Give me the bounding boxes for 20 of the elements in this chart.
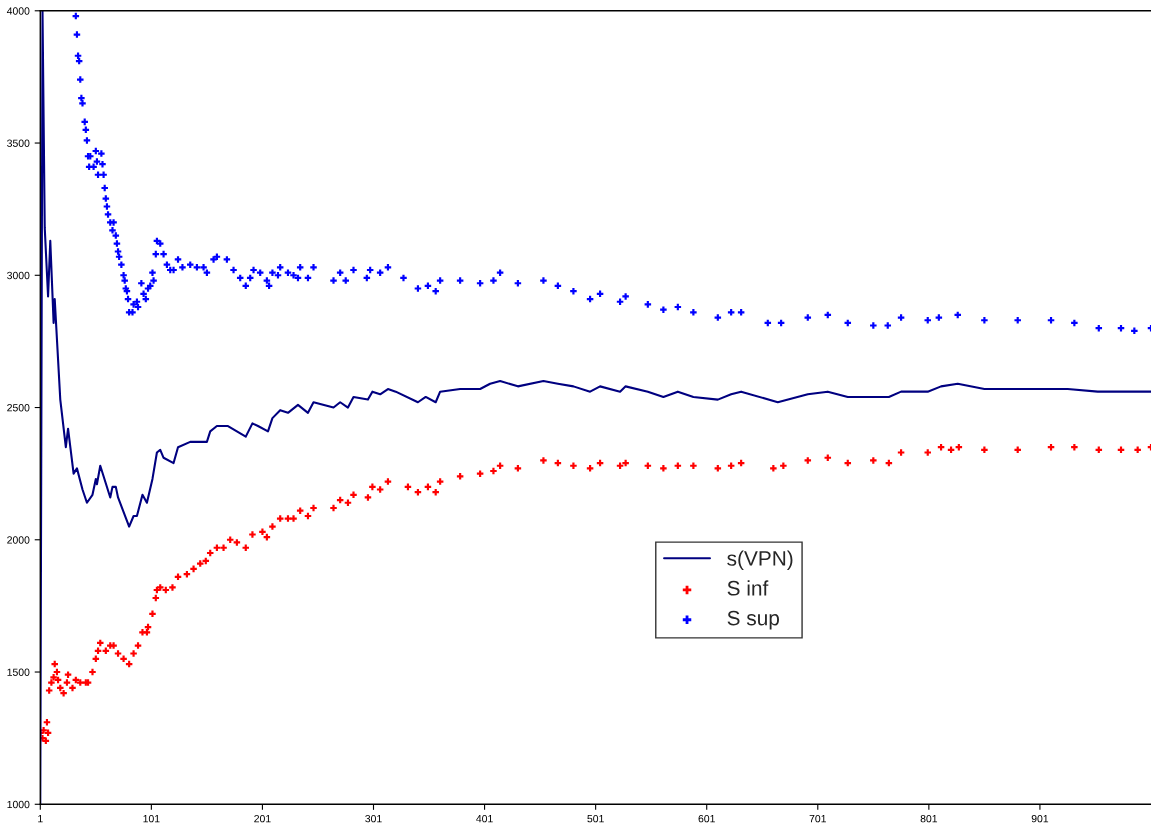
legend-label: S inf <box>727 580 769 596</box>
x-tick-label: 501 <box>587 814 604 823</box>
x-tick-label: 201 <box>254 814 271 823</box>
x-tick-label: 801 <box>920 814 938 823</box>
x-tick-label: 401 <box>476 814 493 823</box>
y-tick-label: 4000 <box>6 7 30 15</box>
x-tick-label: 101 <box>143 814 160 823</box>
y-tick-label: 1500 <box>7 668 30 676</box>
y-tick-label: 3000 <box>7 271 30 280</box>
x-tick-label: 301 <box>365 814 382 823</box>
y-tick-label: 1000 <box>7 800 30 809</box>
y-tick-label: 2000 <box>7 536 30 544</box>
x-tick-label: 701 <box>809 814 826 823</box>
x-tick-label: 601 <box>698 814 715 823</box>
legend-label: S sup <box>727 610 780 630</box>
x-tick-label: 1 <box>38 815 43 823</box>
y-tick-label: 3500 <box>7 139 30 147</box>
x-tick-label: 901 <box>1031 814 1049 823</box>
y-tick-label: 2500 <box>7 404 30 412</box>
legend-label: s(VPN) <box>727 550 793 570</box>
